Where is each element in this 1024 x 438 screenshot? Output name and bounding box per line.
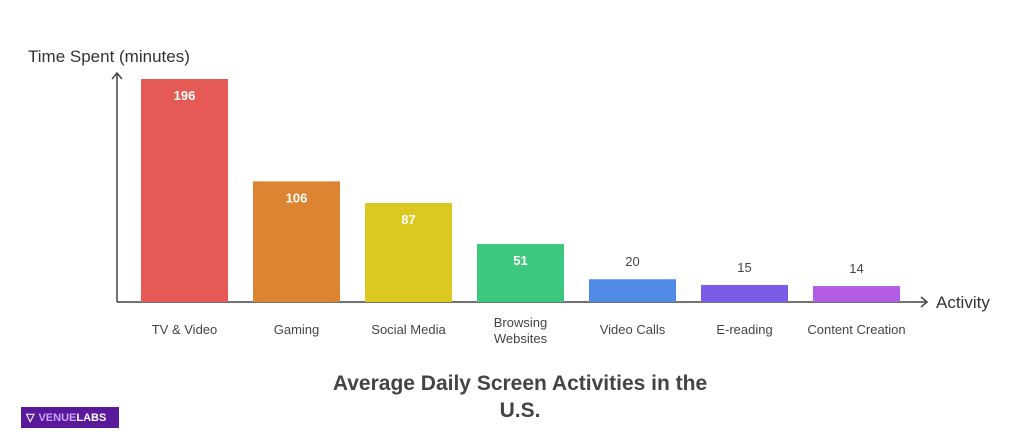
data-label: 15 (737, 260, 751, 275)
y-axis-label: Time Spent (minutes) (28, 47, 190, 66)
x-tick-label: Gaming (274, 322, 320, 337)
chart-title: Average Daily Screen Activities in the U… (332, 372, 708, 422)
data-label: 20 (625, 254, 639, 269)
x-tick-label: Social Media (371, 322, 446, 337)
data-label: 51 (513, 253, 527, 268)
x-tick-label: Video Calls (600, 322, 666, 337)
bar (253, 181, 340, 302)
x-tick-label: Content Creation (807, 322, 905, 337)
data-label: 106 (286, 190, 308, 205)
logo-text-a: VENUE (38, 411, 77, 424)
data-label: 87 (401, 212, 415, 227)
bar (141, 79, 228, 302)
y-axis-arrow-icon (111, 71, 123, 80)
logo-text-b: LABS (76, 411, 107, 424)
x-axis-label: Activity (936, 293, 990, 312)
data-label: 14 (849, 261, 863, 276)
bar (589, 279, 676, 302)
x-tick-label: Browsing (494, 315, 547, 330)
x-tick-label: Websites (494, 331, 548, 346)
bar (477, 243, 564, 302)
logo-v-icon: ▽ (26, 412, 35, 424)
venuelabs-logo: ▽ VENUELABS (21, 407, 119, 428)
bar (813, 286, 900, 302)
x-tick-label: TV & Video (152, 322, 218, 337)
bar (365, 203, 452, 302)
data-label: 196 (174, 88, 196, 103)
bar (701, 284, 788, 302)
x-axis-arrow-icon (920, 296, 929, 308)
x-tick-label: E-reading (716, 322, 772, 337)
